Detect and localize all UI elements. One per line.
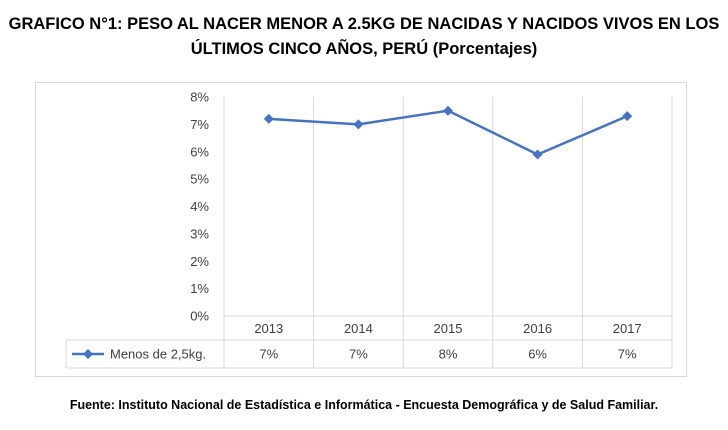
x-tick-label: 2015 <box>434 321 463 336</box>
x-tick-label: 2014 <box>344 321 373 336</box>
x-tick-label: 2016 <box>523 321 552 336</box>
data-table-value: 6% <box>528 347 547 362</box>
x-tick-label: 2013 <box>254 321 283 336</box>
data-point-marker <box>263 113 274 124</box>
legend-label: Menos de 2,5kg. <box>110 347 206 362</box>
chart-title-line-2: ÚLTIMOS CINCO AÑOS, PERÚ (Porcentajes) <box>190 40 538 58</box>
y-tick-label: 5% <box>190 172 209 187</box>
data-point-marker <box>622 111 633 122</box>
x-tick-label: 2017 <box>613 321 642 336</box>
data-point-marker <box>532 149 543 160</box>
y-tick-label: 6% <box>190 144 209 159</box>
source-note: Fuente: Instituto Nacional de Estadístic… <box>69 398 659 412</box>
data-table-value: 7% <box>349 347 368 362</box>
y-tick-label: 8% <box>190 90 209 105</box>
y-tick-label: 1% <box>190 281 209 296</box>
y-tick-label: 3% <box>190 226 209 241</box>
chart-title-line-1: GRAFICO N°1: PESO AL NACER MENOR A 2.5KG… <box>8 15 720 33</box>
y-tick-label: 0% <box>190 309 209 324</box>
data-table-value: 8% <box>439 347 458 362</box>
chart-frame <box>35 82 687 377</box>
data-table-value: 7% <box>259 347 278 362</box>
y-tick-label: 4% <box>190 199 209 214</box>
data-point-marker <box>353 119 364 130</box>
legend-marker <box>83 349 93 359</box>
y-tick-label: 2% <box>190 254 209 269</box>
data-table-value: 7% <box>618 347 637 362</box>
series-line <box>268 109 628 156</box>
y-tick-label: 7% <box>190 117 209 132</box>
data-point-marker <box>443 105 453 116</box>
chart-title: GRAFICO N°1: PESO AL NACER MENOR A 2.5KG… <box>0 12 728 62</box>
